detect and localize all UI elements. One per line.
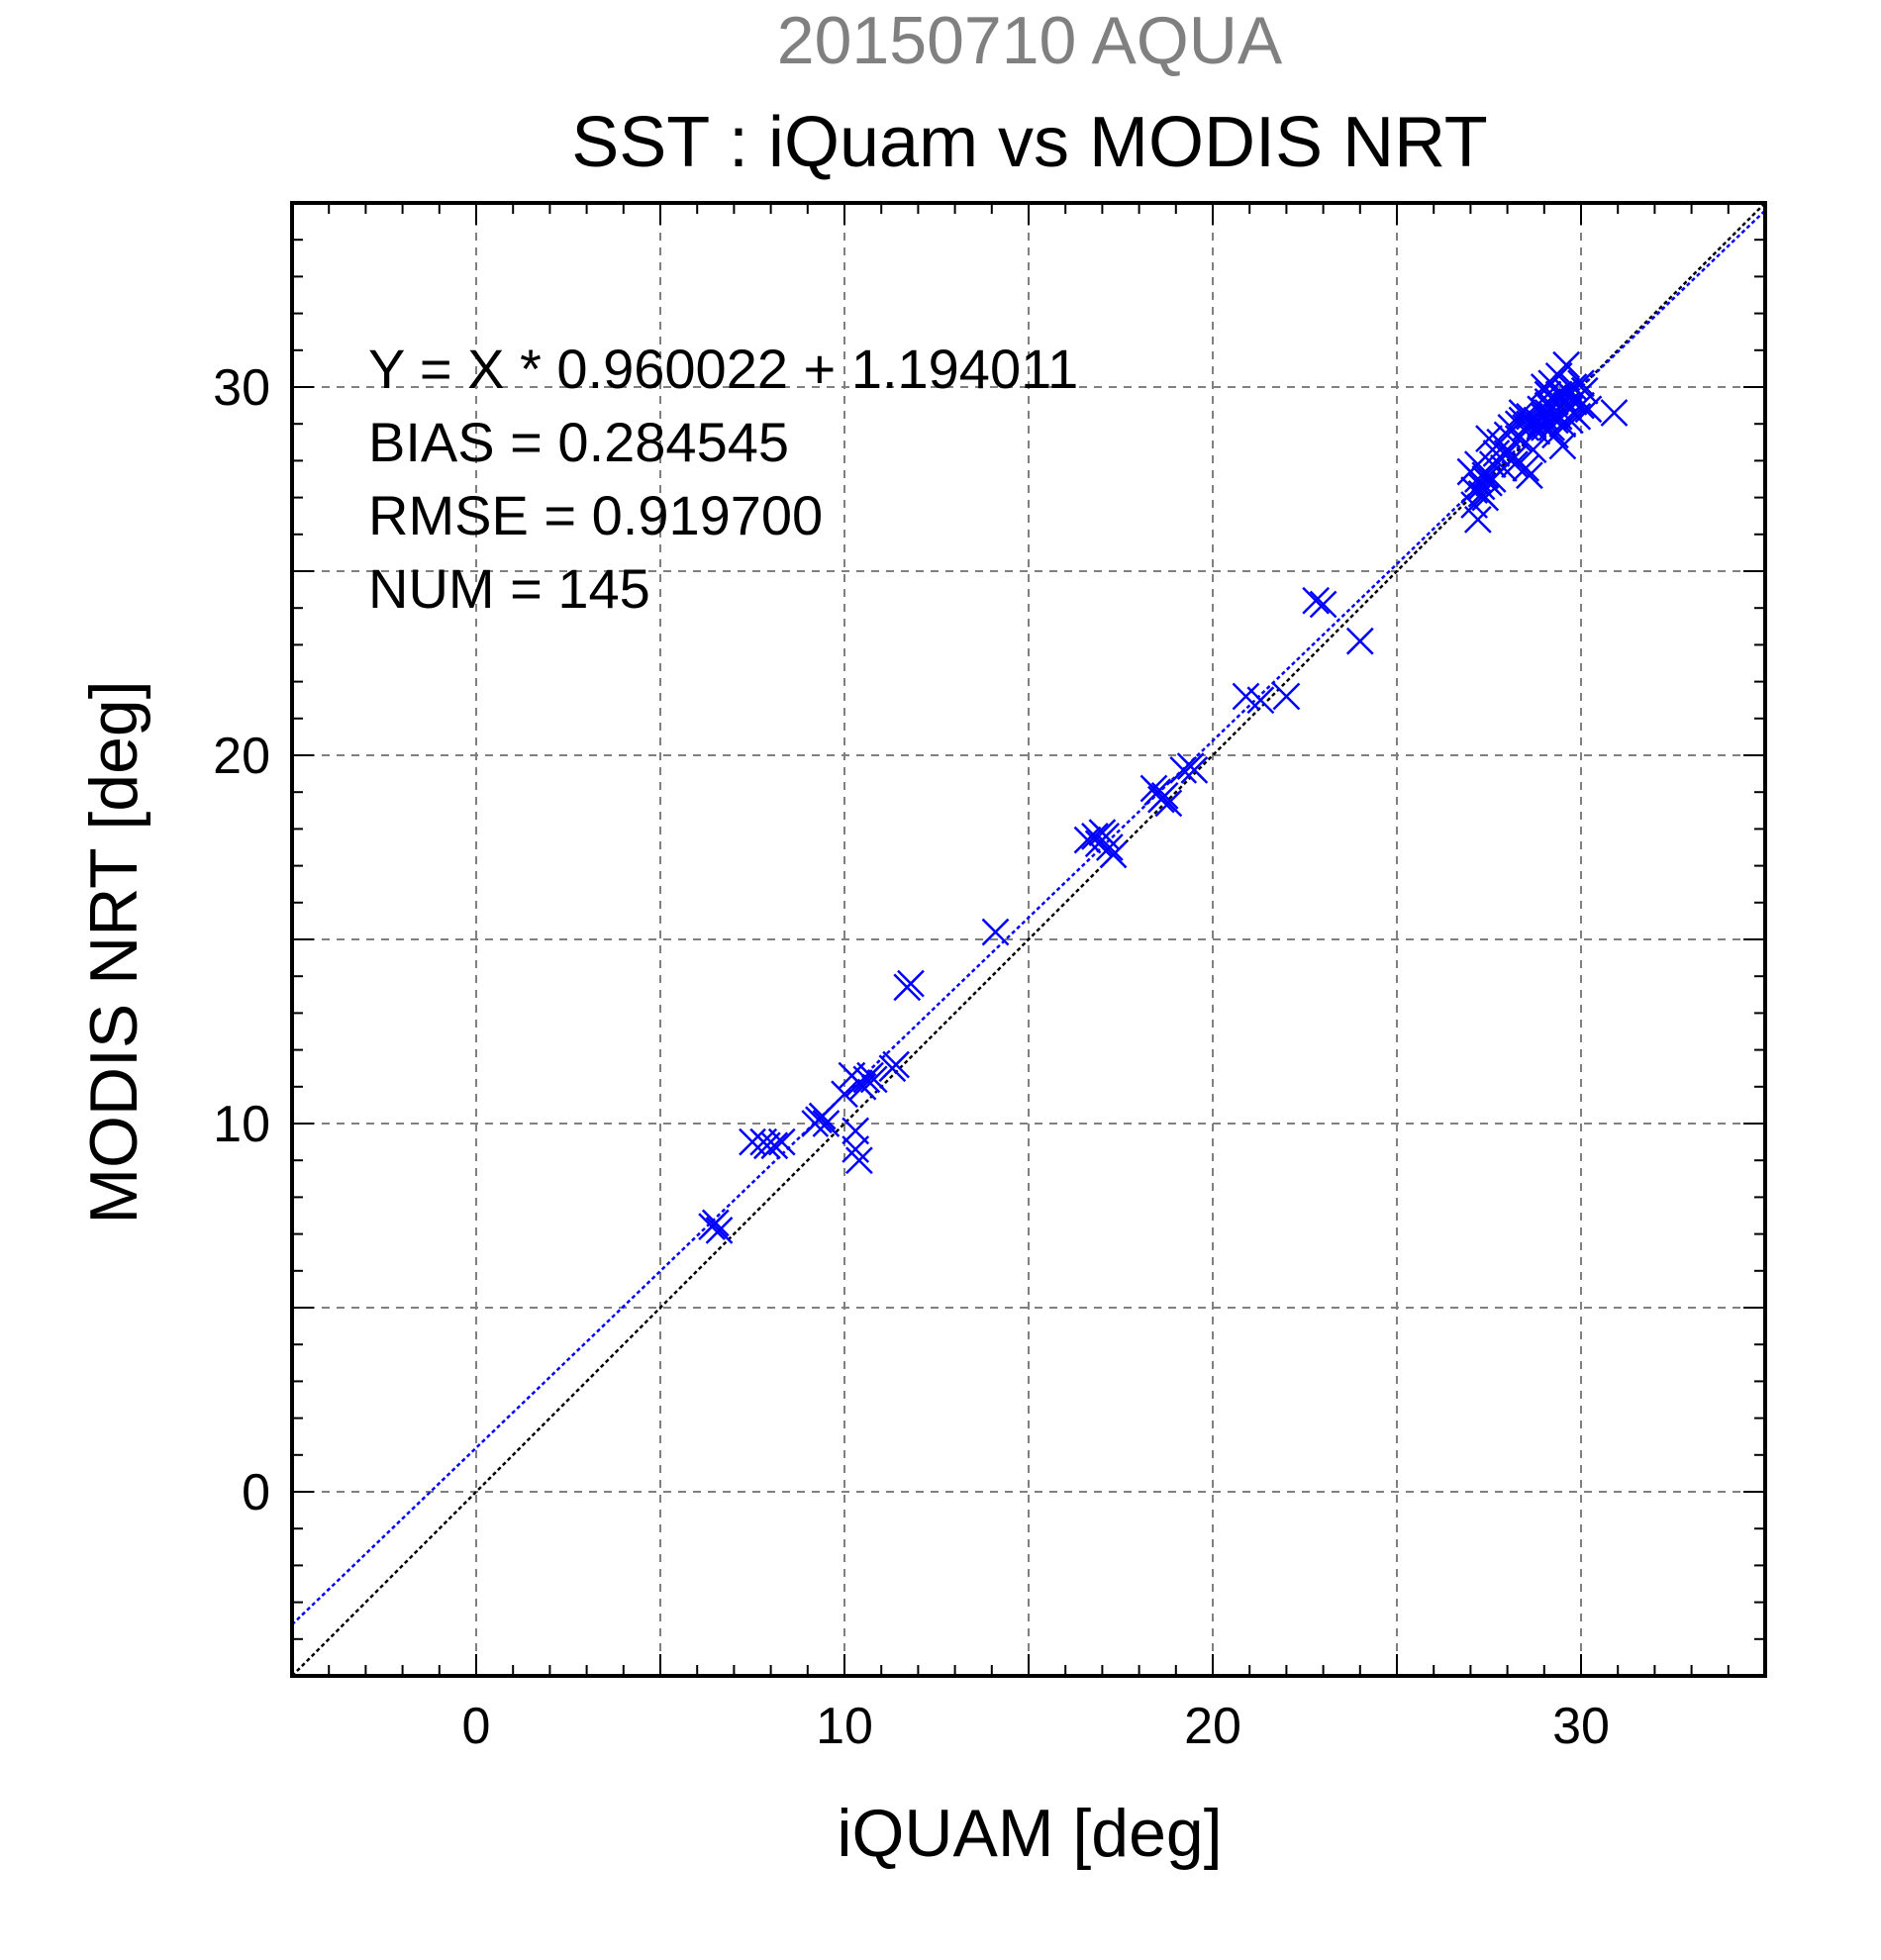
x-tick-label: 20 bbox=[1184, 1698, 1241, 1755]
data-point bbox=[1092, 822, 1121, 850]
data-point bbox=[808, 1102, 837, 1130]
data-point bbox=[1345, 627, 1374, 655]
data-point bbox=[882, 1050, 910, 1079]
data-point bbox=[1246, 686, 1275, 715]
data-point bbox=[760, 1131, 789, 1160]
data-point bbox=[1099, 840, 1128, 869]
data-point bbox=[1600, 399, 1629, 427]
data-point bbox=[1508, 406, 1536, 435]
y-tick-label: 20 bbox=[213, 728, 270, 785]
data-point bbox=[1463, 506, 1492, 534]
grid-layer bbox=[292, 203, 1765, 1676]
data-point bbox=[1567, 369, 1595, 398]
x-tick-label: 10 bbox=[816, 1698, 873, 1755]
stats-num: NUM = 145 bbox=[368, 557, 650, 620]
data-point bbox=[844, 1146, 873, 1175]
data-point bbox=[1463, 450, 1492, 479]
y-tick-label: 10 bbox=[213, 1096, 270, 1153]
x-tick-label: 0 bbox=[462, 1698, 491, 1755]
data-point bbox=[1154, 789, 1183, 818]
plot-frame bbox=[290, 201, 1767, 1678]
data-point bbox=[1475, 425, 1503, 452]
data-point bbox=[1309, 590, 1337, 619]
data-point bbox=[1552, 350, 1581, 379]
data-point bbox=[1180, 755, 1209, 784]
data-point bbox=[1150, 782, 1179, 810]
y-axis-title: MODIS NRT [deg] bbox=[76, 680, 151, 1224]
stats-box: Y = X * 0.960022 + 1.194011 BIAS = 0.284… bbox=[368, 338, 1078, 620]
identity-line bbox=[291, 202, 1766, 1677]
data-points bbox=[698, 350, 1629, 1244]
chart-title: SST : iQuam vs MODIS NRT bbox=[571, 103, 1488, 182]
data-point bbox=[981, 918, 1010, 946]
data-point bbox=[705, 1216, 734, 1244]
data-point bbox=[1169, 755, 1198, 784]
data-point bbox=[1570, 376, 1599, 405]
stats-rmse: RMSE = 0.919700 bbox=[368, 484, 823, 546]
data-point bbox=[1516, 461, 1543, 490]
data-point bbox=[1534, 387, 1562, 416]
data-point bbox=[859, 1065, 888, 1094]
stats-regression: Y = X * 0.960022 + 1.194011 bbox=[368, 338, 1078, 400]
data-point bbox=[1073, 826, 1102, 854]
data-point bbox=[1519, 436, 1547, 464]
data-point bbox=[1548, 432, 1577, 460]
data-point bbox=[1302, 586, 1331, 615]
chart-supertitle: 20150710 AQUA bbox=[777, 3, 1283, 78]
data-point bbox=[767, 1127, 796, 1156]
x-axis-title: iQUAM [deg] bbox=[837, 1796, 1222, 1871]
data-point bbox=[897, 969, 925, 998]
data-point bbox=[1555, 406, 1584, 435]
data-point bbox=[1493, 440, 1522, 467]
data-point bbox=[1471, 465, 1500, 493]
data-point bbox=[1559, 373, 1588, 401]
y-tick-label: 30 bbox=[213, 359, 270, 417]
data-point bbox=[1559, 399, 1588, 427]
data-point bbox=[1095, 833, 1124, 861]
data-point bbox=[1516, 410, 1543, 439]
data-point bbox=[701, 1209, 730, 1237]
y-tick-label: 0 bbox=[242, 1464, 270, 1521]
data-point bbox=[1482, 440, 1511, 467]
stats-bias: BIAS = 0.284545 bbox=[368, 411, 789, 473]
data-point bbox=[1512, 453, 1540, 482]
x-tick-label: 30 bbox=[1552, 1698, 1610, 1755]
data-point bbox=[831, 1080, 858, 1109]
tick-labels: 0 10 20 30 0 10 20 30 bbox=[213, 359, 1610, 1755]
data-point bbox=[812, 1110, 841, 1137]
data-point bbox=[1272, 682, 1301, 711]
data-point bbox=[842, 1135, 870, 1163]
